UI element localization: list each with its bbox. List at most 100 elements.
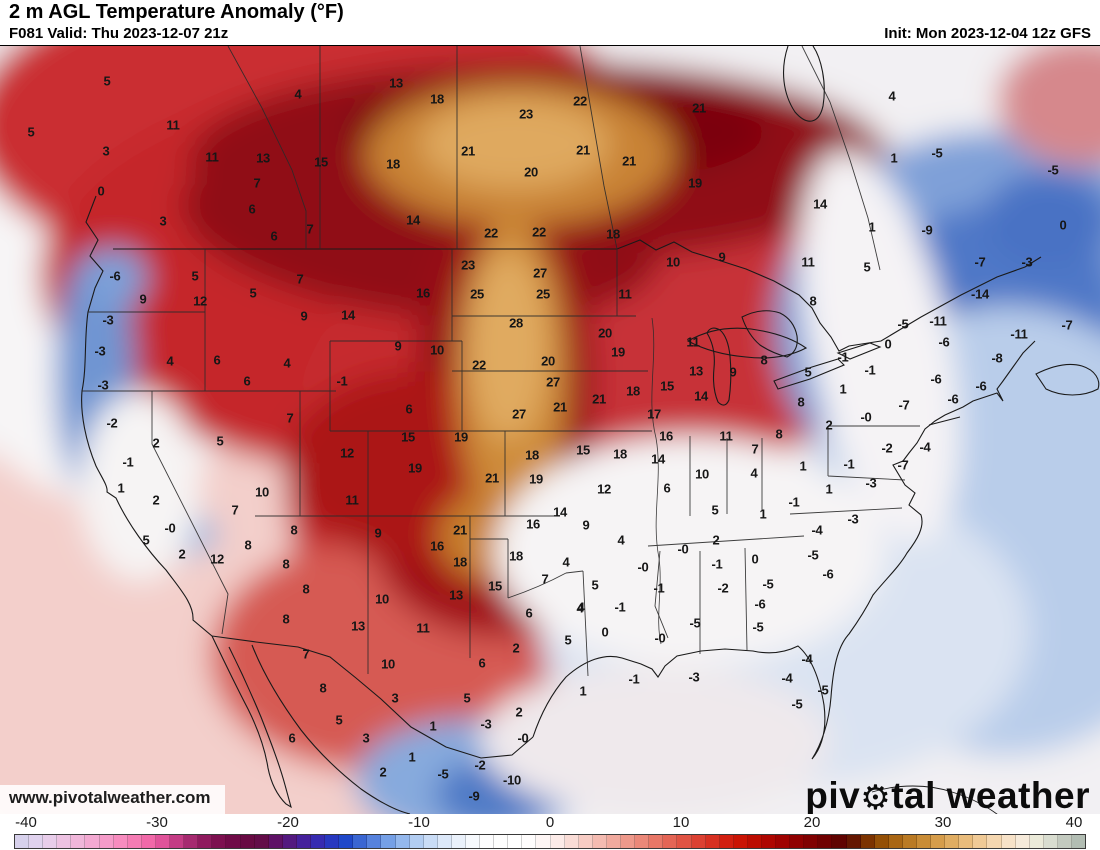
gear-icon: ⚙ <box>860 779 892 815</box>
map-value-label: 13 <box>256 150 270 166</box>
colorbar-segment <box>621 835 636 848</box>
map-value-label: 3 <box>102 143 110 159</box>
colorbar-segment <box>381 835 396 848</box>
map-value-label: -5 <box>1047 162 1059 178</box>
map-value-label: 21 <box>576 142 590 158</box>
colorbar-segment <box>973 835 988 848</box>
colorbar-segment <box>1072 835 1086 848</box>
map-value-label: 10 <box>381 656 395 672</box>
map-value-label: 7 <box>541 571 549 587</box>
map-value-label: -0 <box>860 409 872 425</box>
great-lakes <box>686 310 882 406</box>
map-value-label: 18 <box>525 447 539 463</box>
map-value-label: 18 <box>613 446 627 462</box>
map-value-label: 16 <box>416 285 430 301</box>
map-value-label: 11 <box>719 428 733 444</box>
colorbar-segment <box>127 835 142 848</box>
map-value-label: 6 <box>525 605 533 621</box>
map-value-label: 10 <box>695 466 709 482</box>
map-value-label: -1 <box>864 362 876 378</box>
colorbar-segment <box>99 835 114 848</box>
map-value-label: 10 <box>255 484 269 500</box>
map-value-label: -6 <box>938 334 950 350</box>
map-value-label: -0 <box>654 630 666 646</box>
colorbar-segment <box>564 835 579 848</box>
map-value-label: -5 <box>689 615 701 631</box>
map-value-label: 2 <box>712 532 720 548</box>
map-value-label: -8 <box>991 350 1003 366</box>
colorbar-tick-label: -20 <box>277 814 299 831</box>
colorbar-tick-label: 10 <box>672 814 690 831</box>
map-value-label: 6 <box>663 480 671 496</box>
map-value-label: 13 <box>351 618 365 634</box>
map-value-label: 2 <box>152 435 160 451</box>
colorbar-segment <box>663 835 678 848</box>
map-value-label: 6 <box>288 730 296 746</box>
colorbar-segment <box>902 835 917 848</box>
map-value-label: -6 <box>109 268 121 284</box>
colorbar-segment <box>959 835 974 848</box>
colorbar-segment <box>705 835 720 848</box>
map-value-label: 2 <box>825 417 833 433</box>
map-value-label: 8 <box>797 394 805 410</box>
map-value-label: 5 <box>216 433 224 449</box>
map-value-label: 21 <box>485 470 499 486</box>
map-value-label: -1 <box>122 454 134 470</box>
map-value-label: 11 <box>801 254 815 270</box>
map-value-label: 4 <box>888 88 896 104</box>
map-value-label: -7 <box>1061 317 1073 333</box>
colorbar-segment <box>240 835 255 848</box>
map-value-label: 21 <box>453 522 467 538</box>
colorbar-segment <box>226 835 241 848</box>
map-value-label: 3 <box>159 213 167 229</box>
logo-text-weather: weather <box>935 775 1090 815</box>
map-value-label: 9 <box>300 308 308 324</box>
map-value-label: -5 <box>762 576 774 592</box>
colorbar-tick-label: 40 <box>1065 814 1083 831</box>
map-value-label: 8 <box>290 522 298 538</box>
map-value-label: -0 <box>517 730 529 746</box>
map-value-label: 5 <box>591 577 599 593</box>
map-value-label: 1 <box>839 381 847 397</box>
map-value-label: 4 <box>294 86 302 102</box>
logo-text-tal: tal <box>891 775 936 815</box>
map-value-label: 18 <box>606 226 620 242</box>
colorbar-segment <box>818 835 833 848</box>
colorbar-tick-label: -30 <box>146 814 168 831</box>
map-value-label: 22 <box>573 93 587 109</box>
map-value-label: -5 <box>817 682 829 698</box>
map-value-label: 27 <box>533 265 547 281</box>
map-value-label: 19 <box>408 460 422 476</box>
country-borders <box>113 239 1042 759</box>
map-value-label: 18 <box>453 554 467 570</box>
map-value-label: 7 <box>751 441 759 457</box>
map-value-label: 19 <box>454 429 468 445</box>
colorbar-segment <box>437 835 452 848</box>
colorbar-segment <box>1015 835 1030 848</box>
header-bar: 2 m AGL Temperature Anomaly (°F) F081 Va… <box>0 0 1100 45</box>
colorbar-segment <box>310 835 326 848</box>
map-value-label: -7 <box>897 457 909 473</box>
map-value-label: -6 <box>975 378 987 394</box>
map-value-label: -1 <box>628 671 640 687</box>
map-value-label: -4 <box>781 670 793 686</box>
map-value-label: 15 <box>660 378 674 394</box>
map-value-label: -5 <box>437 766 449 782</box>
colorbar-segment <box>776 835 791 848</box>
map-value-label: -14 <box>971 286 989 302</box>
colorbar-segment <box>592 835 607 848</box>
map-value-label: 5 <box>191 268 199 284</box>
map-value-label: 5 <box>335 712 343 728</box>
map-value-label: 8 <box>282 611 290 627</box>
map-value-label: 6 <box>270 228 278 244</box>
colorbar-segment <box>987 835 1002 848</box>
map-value-label: 2 <box>512 640 520 656</box>
map-value-label: -3 <box>94 343 106 359</box>
map-value-label: 9 <box>729 364 737 380</box>
colorbar-segment <box>874 835 889 848</box>
map-value-label: 7 <box>286 410 294 426</box>
map-value-label: 11 <box>205 149 219 165</box>
map-value-label: 10 <box>430 342 444 358</box>
colorbar-segment <box>353 835 368 848</box>
